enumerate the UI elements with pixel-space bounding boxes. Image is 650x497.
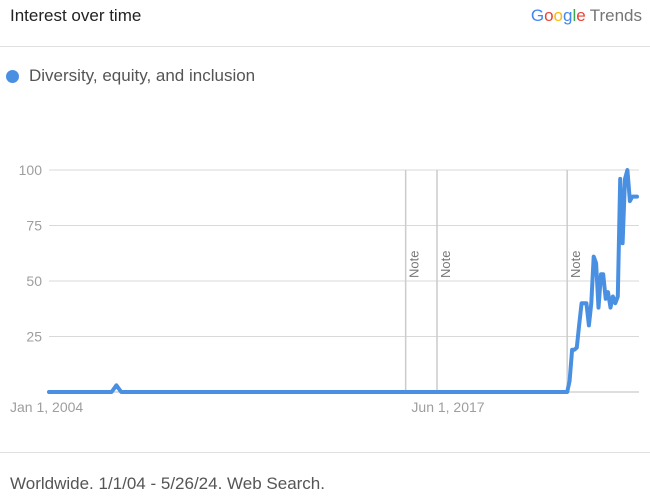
y-tick-label: 100 xyxy=(19,162,43,178)
note-label: Note xyxy=(568,251,583,278)
logo-letter: G xyxy=(530,6,545,25)
logo-suffix: Trends xyxy=(589,6,642,25)
legend-dot-icon xyxy=(6,69,19,83)
logo-letter: g xyxy=(563,6,573,25)
y-tick-label: 25 xyxy=(26,329,42,345)
chart-legend[interactable]: Diversity, equity, and inclusion xyxy=(6,66,255,86)
x-tick-label: Jun 1, 2017 xyxy=(411,399,484,415)
note-label: Note xyxy=(438,251,453,278)
y-tick-label: 75 xyxy=(26,218,42,234)
chart-title: Interest over time xyxy=(10,6,142,25)
line-chart[interactable]: 25 50 75 100 Note Note Note Jan 1, 2004 Jun 1, 2… xyxy=(0,150,650,425)
logo-letter: o xyxy=(553,6,563,25)
series-line xyxy=(47,168,639,394)
logo-letter: l xyxy=(572,6,577,25)
chart-footer: Worldwide. 1/1/04 - 5/26/24. Web Search. xyxy=(10,474,325,493)
google-trends-logo: Google Trends xyxy=(531,6,642,26)
logo-letter: e xyxy=(576,6,586,25)
logo-letter: o xyxy=(544,6,554,25)
legend-series-label: Diversity, equity, and inclusion xyxy=(29,66,256,85)
note-label: Note xyxy=(407,251,422,278)
chart-header: Interest over time Google Trends xyxy=(0,0,650,47)
y-tick-label: 50 xyxy=(26,273,42,289)
x-tick-label: Jan 1, 2004 xyxy=(10,399,83,415)
footer-divider xyxy=(0,452,650,453)
